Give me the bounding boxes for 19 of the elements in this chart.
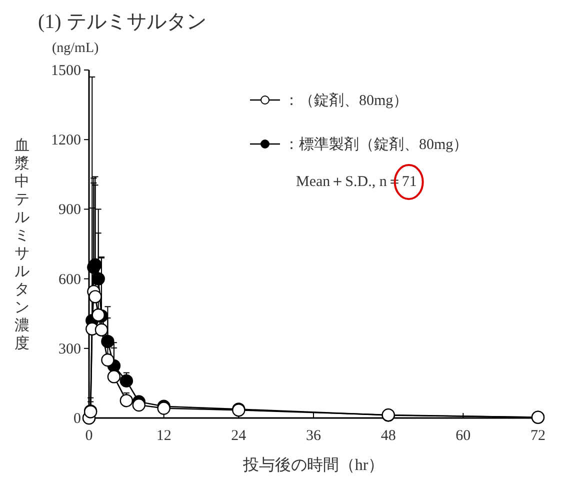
- x-tick-label: 72: [530, 428, 546, 444]
- x-tick-label: 24: [231, 428, 247, 444]
- y-tick-label: 600: [58, 272, 81, 288]
- y-tick-label: 0: [74, 411, 81, 427]
- x-tick-label: 36: [306, 428, 322, 444]
- text: 血漿中テルミサルタン濃度: [14, 138, 30, 352]
- y-tick-label: 300: [58, 341, 81, 358]
- y-tick-label: 900: [58, 202, 81, 218]
- x-tick-label: 48: [380, 428, 396, 444]
- x-tick-label: 60: [456, 428, 471, 444]
- y-tick-label: 1500: [51, 63, 81, 79]
- chart-title: (1) テルミサルタン: [38, 11, 206, 33]
- x-tick-label: 12: [156, 428, 172, 444]
- legend-label: ：標準製剤（錠剤、80mg）: [284, 136, 468, 153]
- y2-axis-title: (ng/mL): [52, 41, 99, 56]
- x-tick-label: 0: [85, 428, 93, 444]
- x-axis-title: 投与後の時間（hr）: [242, 456, 384, 474]
- y-tick-label: 1200: [51, 132, 81, 149]
- legend-label: ：（錠剤、80mg）: [284, 92, 408, 109]
